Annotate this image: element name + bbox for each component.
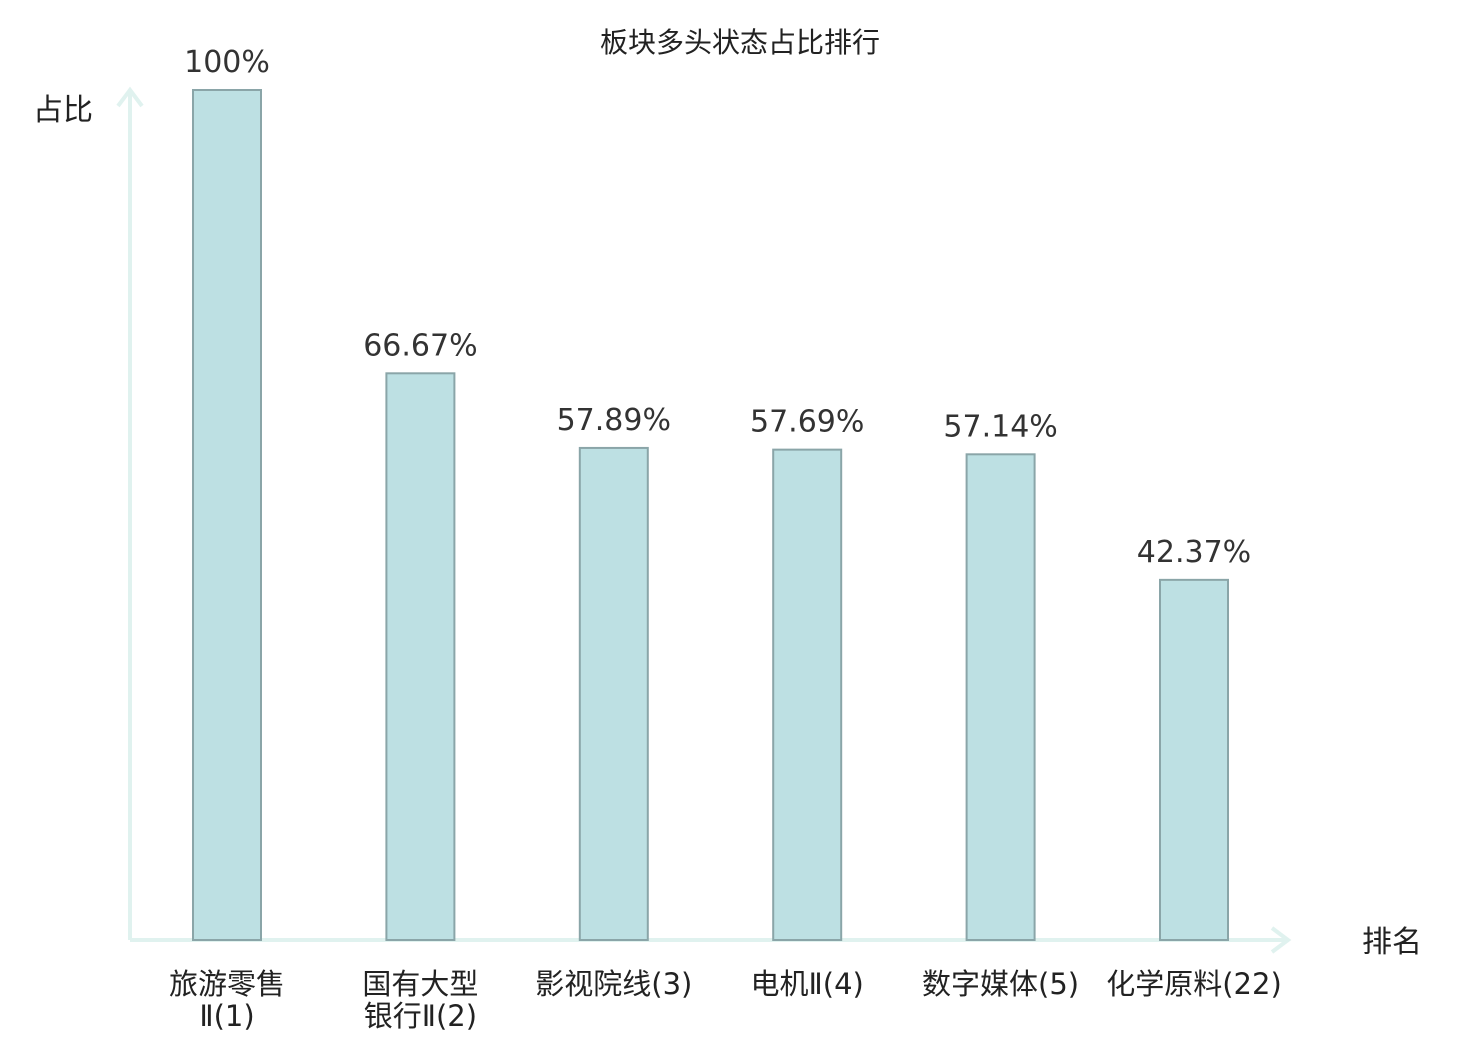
bar-1 (192, 89, 262, 941)
category-label-2-line-1: 国有大型 (362, 967, 478, 1001)
bar-3 (578, 446, 649, 941)
bar-4 (772, 448, 843, 941)
value-label-1: 100% (184, 45, 270, 80)
axes (116, 86, 1292, 954)
category-label-1-line-1: 旅游零售 (169, 967, 285, 1001)
category-label-2-line-2: 银行Ⅱ(2) (364, 999, 477, 1033)
value-label-4: 57.69% (750, 405, 864, 440)
bar-2 (385, 372, 456, 941)
bar-6 (1159, 578, 1229, 941)
bars (192, 89, 1229, 941)
chart-title: 板块多头状态占比排行 (600, 26, 880, 59)
category-label-3-line-1: 影视院线(3) (535, 967, 692, 1001)
category-label-6-line-1: 化学原料(22) (1106, 967, 1282, 1001)
y-axis-label: 占比 (33, 93, 93, 128)
value-label-5: 57.14% (943, 409, 1057, 444)
value-label-2: 66.67% (363, 328, 477, 363)
value-labels: 100% 66.67% 57.89% 57.69% 57.14% 42.37% (184, 45, 1251, 570)
category-label-1-line-2: Ⅱ(1) (199, 999, 254, 1033)
x-axis-arrow (1270, 926, 1292, 954)
value-label-3: 57.89% (557, 403, 671, 438)
category-label-5-line-1: 数字媒体(5) (922, 967, 1079, 1001)
category-label-4-line-1: 电机Ⅱ(4) (751, 967, 864, 1001)
value-label-6: 42.37% (1137, 535, 1251, 570)
x-axis-label: 排名 (1362, 925, 1422, 960)
bar-5 (965, 453, 1036, 941)
y-axis-arrow (116, 86, 144, 108)
